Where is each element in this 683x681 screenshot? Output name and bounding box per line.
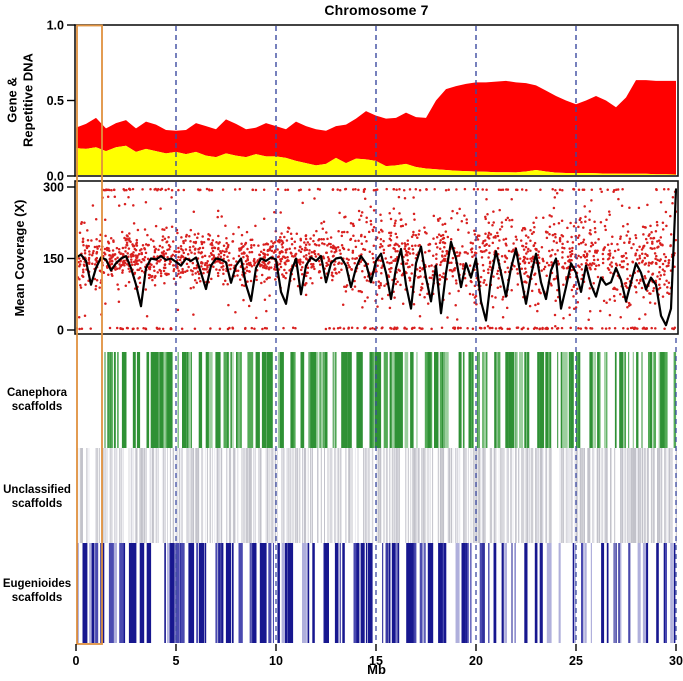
- panel-border-coverage: [74, 180, 679, 335]
- panel-label-canephora-scaffolds: Canephora scaffolds: [6, 387, 68, 414]
- y-tick-label: 300: [43, 181, 64, 195]
- eugenioides-barcode: [77, 543, 676, 643]
- canephora-barcode: [104, 352, 677, 448]
- panel-label-eugenioides-scaffolds: Eugenioides scaffolds: [2, 578, 72, 605]
- highlight-box: [76, 24, 103, 645]
- panel-label-unclassified-scaffolds: Unclassified scaffolds: [3, 484, 71, 511]
- x-tick-label: 0: [73, 654, 80, 668]
- coverage-scatter-points: [76, 187, 677, 331]
- y-tick-label: 0: [57, 324, 64, 338]
- y-tick-label: 0.5: [47, 94, 64, 108]
- figure-title: Chromosome 7: [324, 2, 429, 18]
- coverage-smoothed-line: [76, 188, 677, 327]
- x-axis-label: Mb: [367, 662, 386, 677]
- x-tick-label: 15: [369, 654, 383, 668]
- y-tick-label: 150: [43, 252, 64, 266]
- dashed-gridlines-gene-repeat: [175, 26, 577, 175]
- y-axis-label-mean-coverage: Mean Coverage (X): [12, 199, 28, 317]
- x-tick-label: 20: [469, 654, 483, 668]
- dashed-gridlines-scaffolds: [175, 338, 677, 643]
- x-tick-label: 25: [569, 654, 583, 668]
- x-axis-ticks: 0 5 10 15 20 25 30: [73, 644, 683, 668]
- x-tick-label: 5: [173, 654, 180, 668]
- x-tick-label: 10: [269, 654, 283, 668]
- y-tick-label: 0.0: [47, 170, 64, 184]
- unclassified-barcode: [77, 448, 677, 543]
- x-tick-label: 30: [669, 654, 683, 668]
- dashed-gridlines-coverage: [175, 182, 577, 333]
- y-axis-label-gene-repetitive-dna: Gene & Repetitive DNA: [4, 53, 35, 147]
- gene-area-series: [76, 145, 676, 175]
- y-axis-ticks-coverage: 0 150 300: [43, 181, 75, 338]
- y-tick-label: 1.0: [47, 19, 64, 33]
- y-axis-ticks-gene-repeat: 0.0 0.5 1.0: [47, 19, 75, 184]
